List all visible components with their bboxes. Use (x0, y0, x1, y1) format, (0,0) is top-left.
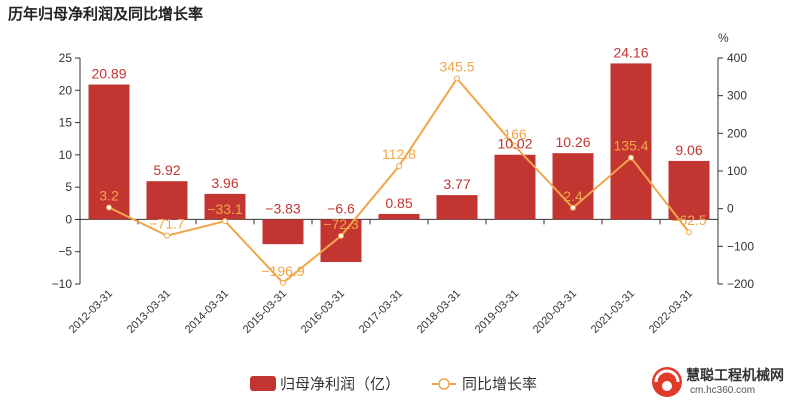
bar (320, 219, 362, 263)
growth-rate-line (108, 76, 690, 285)
line-point (512, 143, 518, 150)
line-point (570, 204, 576, 211)
line-point (454, 75, 460, 82)
line-point (686, 229, 692, 236)
right-tick-label: 200 (727, 126, 747, 140)
line-value-label: −196.9 (261, 263, 304, 279)
x-tick-label: 2012-03-31 (67, 288, 115, 336)
bar-value-label: 3.96 (211, 175, 238, 191)
line-point (280, 279, 286, 286)
x-tick-label: 2013-03-31 (125, 288, 173, 336)
bar (610, 63, 652, 220)
bar-value-label: −3.83 (265, 200, 301, 216)
right-tick-label: −200 (727, 277, 754, 291)
legend-line-marker (438, 378, 450, 390)
bar-value-label: 20.89 (91, 66, 126, 82)
left-tick-label: 20 (59, 83, 73, 97)
x-tick-label: 2022-03-31 (647, 288, 695, 336)
bar-value-label: 0.85 (385, 195, 412, 211)
line-value-label: 166 (503, 126, 527, 142)
line-value-label: 2.4 (563, 188, 583, 204)
line-value-label: 112.8 (382, 146, 416, 162)
left-tick-label: 10 (59, 148, 73, 162)
bar-value-label: 5.92 (153, 162, 180, 178)
line-point (338, 232, 344, 239)
line-point (164, 232, 170, 239)
line-value-label: −33.1 (207, 201, 243, 217)
bar (88, 84, 130, 220)
bar (436, 195, 478, 220)
watermark-url: cm.hc360.com (690, 385, 755, 396)
bar-value-label: 10.26 (555, 134, 590, 150)
legend: 归母净利润（亿） 同比增长率 (250, 376, 537, 393)
x-tick-label: 2020-03-31 (531, 288, 579, 336)
right-tick-label: 100 (727, 164, 747, 178)
left-tick-label: −5 (58, 245, 72, 259)
bar (378, 213, 420, 220)
line-value-label: −71.7 (149, 216, 185, 232)
watermark: 慧聪工程机械网 cm.hc360.com (652, 367, 784, 397)
line-point (222, 218, 228, 225)
right-axis-unit: % (718, 31, 729, 45)
x-tick-label: 2021-03-31 (589, 288, 637, 336)
line-value-label: 345.5 (439, 59, 474, 75)
x-tick-label: 2016-03-31 (299, 288, 347, 336)
x-tick-label: 2019-03-31 (473, 288, 521, 336)
x-tick-label: 2014-03-31 (183, 288, 231, 336)
line-value-label: −62.5 (671, 212, 707, 228)
x-tick-label: 2017-03-31 (357, 288, 405, 336)
bar-value-label: 3.77 (443, 176, 470, 192)
bar-value-label: −6.6 (327, 200, 355, 216)
left-tick-label: 5 (65, 180, 72, 194)
line-value-label: 3.2 (99, 187, 119, 203)
bar-value-label: 9.06 (675, 142, 702, 158)
x-tick-label: 2015-03-31 (241, 288, 289, 336)
left-tick-label: −10 (52, 277, 73, 291)
bar (668, 160, 710, 220)
line-series (106, 75, 692, 286)
line-point (628, 154, 634, 161)
line-value-label: −72.3 (323, 216, 359, 232)
chart-title: 历年归母净利润及同比增长率 (8, 5, 203, 23)
bar (146, 181, 188, 220)
line-point (396, 163, 402, 170)
watermark-text: 慧聪工程机械网 (686, 367, 784, 383)
bar-value-label: 24.16 (613, 44, 648, 60)
right-tick-label: 0 (727, 202, 734, 216)
legend-bar-label[interactable]: 归母净利润（亿） (280, 376, 400, 393)
right-tick-label: 300 (727, 89, 747, 103)
x-tick-label: 2018-03-31 (415, 288, 463, 336)
data-labels: 20.89 5.92 3.96 −3.83 −6.6 0.85 3.77 10.02 10.26… (91, 44, 706, 278)
left-tick-label: 0 (65, 212, 72, 226)
line-point (106, 204, 112, 211)
line-value-label: 135.4 (613, 138, 648, 154)
bar (494, 154, 536, 220)
right-tick-label: 400 (727, 51, 747, 65)
bar (262, 219, 304, 245)
left-tick-label: 25 (59, 51, 73, 65)
hc360-logo-icon (652, 367, 682, 397)
bar (204, 193, 246, 220)
left-tick-label: 15 (59, 116, 73, 130)
right-tick-label: −100 (727, 239, 754, 253)
legend-line-label[interactable]: 同比增长率 (462, 376, 537, 393)
bar-value-label: 10.02 (497, 136, 532, 152)
bar-series (88, 63, 710, 263)
legend-bar-swatch[interactable] (250, 376, 276, 391)
